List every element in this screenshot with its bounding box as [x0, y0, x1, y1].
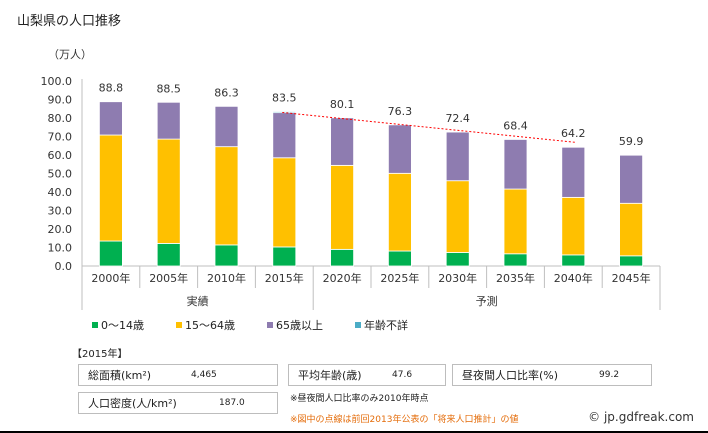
y-axis-unit-label: （万人）	[48, 48, 92, 61]
bar-segment-15-64	[330, 164, 355, 250]
avg-age-box: 平均年齢(歳) 47.6	[288, 364, 446, 386]
bar-total-label: 88.8	[99, 82, 124, 95]
legend-swatch-0-14	[92, 322, 98, 328]
x-tick-label: 2035年	[496, 271, 535, 285]
total-area-box: 総面積(km²) 4,465	[78, 364, 278, 386]
avg-age-label: 平均年齢(歳)	[298, 369, 362, 382]
note-dashed-line: ※図中の点線は前回2013年公表の「将来人口推計」の値	[290, 415, 519, 425]
x-tick-label: 2040年	[554, 271, 593, 285]
bar-segment-0-14	[272, 246, 297, 267]
x-tick-label: 2045年	[612, 271, 651, 285]
legend-item-0-14: 0～14歳	[92, 317, 144, 333]
day-night-ratio-label: 昼夜間人口比率(%)	[462, 369, 559, 382]
legend-label: 年齢不詳	[364, 319, 408, 332]
y-tick-label: 20.0	[48, 223, 73, 236]
x-group-label: 実績	[187, 294, 209, 308]
bar-total-label: 88.5	[156, 82, 181, 95]
bar-segment-15-64	[619, 202, 643, 257]
density-box: 人口密度(人/km²) 187.0	[78, 392, 278, 414]
bar-segment-0-14	[619, 255, 643, 267]
previous-projection-line	[282, 111, 577, 143]
x-tick-label: 2005年	[149, 271, 188, 285]
chart-legend: 0～14歳 15～64歳 65歳以上 年齢不詳	[92, 317, 440, 333]
x-group-label: 予測	[476, 294, 498, 308]
legend-label: 15～64歳	[185, 319, 235, 332]
bar-segment-15-64	[272, 157, 297, 248]
total-area-label: 総面積(km²)	[88, 369, 152, 382]
bar-total-label: 76.3	[388, 105, 413, 118]
info-year-header: 【2015年】	[72, 349, 128, 360]
x-tick-label: 2010年	[207, 271, 246, 285]
bar-segment-15-64	[387, 172, 412, 252]
y-tick-label: 40.0	[48, 186, 73, 199]
y-tick-label: 0.0	[55, 260, 73, 273]
y-tick-label: 100.0	[41, 75, 73, 88]
chart-title: 山梨県の人口推移	[17, 14, 122, 29]
bar-segment-0-14	[561, 254, 586, 267]
bar-total-label: 83.5	[272, 92, 297, 105]
total-area-value: 4,465	[191, 370, 217, 380]
legend-swatch-age-unknown	[355, 322, 361, 328]
bar-segment-65-plus	[272, 112, 297, 159]
bar-segment-age-unknown	[272, 111, 297, 114]
y-tick-label: 90.0	[48, 94, 73, 107]
bar-segment-65-plus	[445, 131, 470, 182]
bar-total-label: 80.1	[330, 98, 355, 111]
y-tick-label: 70.0	[48, 131, 73, 144]
density-value: 187.0	[219, 398, 245, 408]
bar-segment-0-14	[99, 240, 123, 267]
x-tick-label: 2030年	[438, 271, 477, 285]
x-tick-label: 2025年	[380, 271, 419, 285]
day-night-ratio-value: 99.2	[599, 370, 620, 380]
bar-segment-0-14	[156, 243, 181, 267]
bar-segment-65-plus	[561, 146, 586, 198]
bar-total-label: 86.3	[214, 86, 239, 99]
y-tick-label: 60.0	[48, 149, 73, 162]
bar-segment-0-14	[387, 250, 412, 267]
bar-segment-65-plus	[99, 101, 123, 136]
bottom-border	[0, 431, 708, 433]
legend-label: 65歳以上	[276, 319, 323, 332]
bar-segment-65-plus	[156, 101, 181, 140]
bar-segment-65-plus	[330, 117, 355, 166]
bar-segment-65-plus	[214, 105, 239, 148]
bar-segment-0-14	[503, 253, 528, 267]
bar-segment-0-14	[445, 252, 470, 267]
legend-item-15-64: 15～64歳	[176, 317, 235, 333]
avg-age-value: 47.6	[392, 370, 413, 380]
x-tick-label: 2000年	[91, 271, 130, 285]
legend-item-age-unknown: 年齢不詳	[355, 317, 408, 333]
bar-segment-0-14	[214, 244, 239, 267]
bar-total-label: 72.4	[445, 112, 470, 125]
bar-segment-15-64	[214, 146, 239, 246]
bar-segment-65-plus	[387, 124, 412, 174]
bar-segment-15-64	[445, 180, 470, 253]
day-night-ratio-box: 昼夜間人口比率(%) 99.2	[452, 364, 652, 386]
bar-total-label: 59.9	[619, 135, 644, 148]
x-tick-label: 2015年	[265, 271, 304, 285]
copyright: © jp.gdfreak.com	[588, 410, 694, 424]
bar-segment-0-14	[330, 248, 355, 267]
note-day-night-ratio: ※昼夜間人口比率のみ2010年時点	[290, 394, 429, 404]
y-tick-label: 80.0	[48, 112, 73, 125]
bar-total-label: 68.4	[503, 119, 528, 132]
density-label: 人口密度(人/km²)	[88, 397, 177, 410]
legend-swatch-65-plus	[267, 322, 273, 328]
x-tick-label: 2020年	[323, 271, 362, 285]
legend-swatch-15-64	[176, 322, 182, 328]
bar-segment-15-64	[156, 138, 181, 244]
bar-segment-15-64	[99, 134, 123, 242]
bar-segment-15-64	[561, 196, 586, 256]
y-tick-label: 10.0	[48, 242, 73, 255]
legend-item-65-plus: 65歳以上	[267, 317, 323, 333]
bar-total-label: 64.2	[561, 127, 586, 140]
population-chart: 0.0 10.0 20.0 30.0 40.0 50.0 60.0 70.0 80.0 90.0 1…	[41, 75, 661, 310]
y-tick-label: 50.0	[48, 168, 73, 181]
bar-segment-15-64	[503, 188, 528, 255]
legend-label: 0～14歳	[101, 319, 144, 332]
bar-segment-65-plus	[619, 154, 643, 204]
bar-segment-65-plus	[503, 139, 528, 190]
y-tick-label: 30.0	[48, 205, 73, 218]
